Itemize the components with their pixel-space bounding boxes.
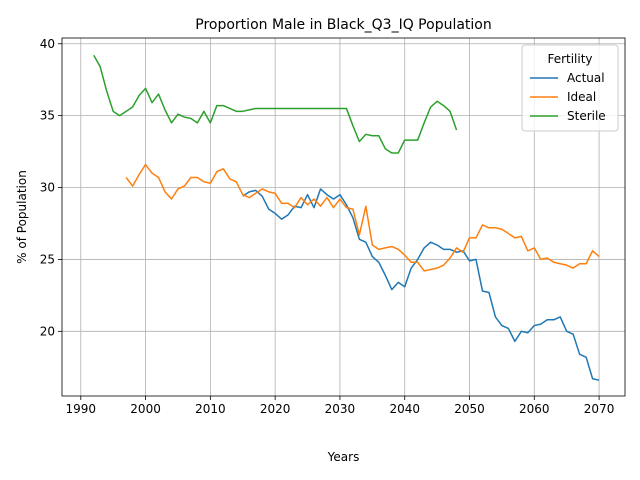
x-tick-label: 2050 — [454, 402, 485, 416]
legend-title: Fertility — [547, 52, 592, 66]
plot-area-frame — [61, 37, 626, 397]
x-tick-label: 2000 — [130, 402, 161, 416]
series-line-actual — [242, 188, 600, 381]
series-line-sterile — [93, 54, 458, 154]
y-tick-label: 25 — [40, 252, 55, 266]
x-tick-label: 2070 — [584, 402, 615, 416]
x-tick-label: 2010 — [195, 402, 226, 416]
legend-label-ideal: Ideal — [567, 90, 596, 104]
y-tick-label: 30 — [40, 181, 55, 195]
x-axis-label: Years — [327, 450, 360, 464]
series-line-ideal — [125, 163, 600, 272]
legend-label-actual: Actual — [567, 71, 605, 85]
y-axis-label: % of Population — [15, 170, 29, 264]
y-tick-label: 35 — [40, 109, 55, 123]
legend: Fertility Actual Ideal Sterile — [521, 44, 619, 132]
x-tick-label: 2060 — [519, 402, 550, 416]
x-tick-label: 2030 — [325, 402, 356, 416]
x-tick-label: 1990 — [66, 402, 97, 416]
chart-title: Proportion Male in Black_Q3_IQ Populatio… — [195, 17, 491, 33]
legend-box — [521, 44, 619, 132]
legend-items: Actual Ideal Sterile — [530, 71, 606, 123]
x-tick-label: 2040 — [389, 402, 420, 416]
y-axis-ticks: 20 25 30 35 40 — [40, 37, 62, 338]
x-axis-ticks: 1990 2000 2010 2020 2030 2040 2050 2060 2070 — [66, 396, 615, 416]
series-lines — [93, 54, 600, 381]
legend-label-sterile: Sterile — [567, 109, 606, 123]
y-tick-label: 20 — [40, 324, 55, 338]
y-tick-label: 40 — [40, 37, 55, 51]
x-tick-label: 2020 — [260, 402, 291, 416]
